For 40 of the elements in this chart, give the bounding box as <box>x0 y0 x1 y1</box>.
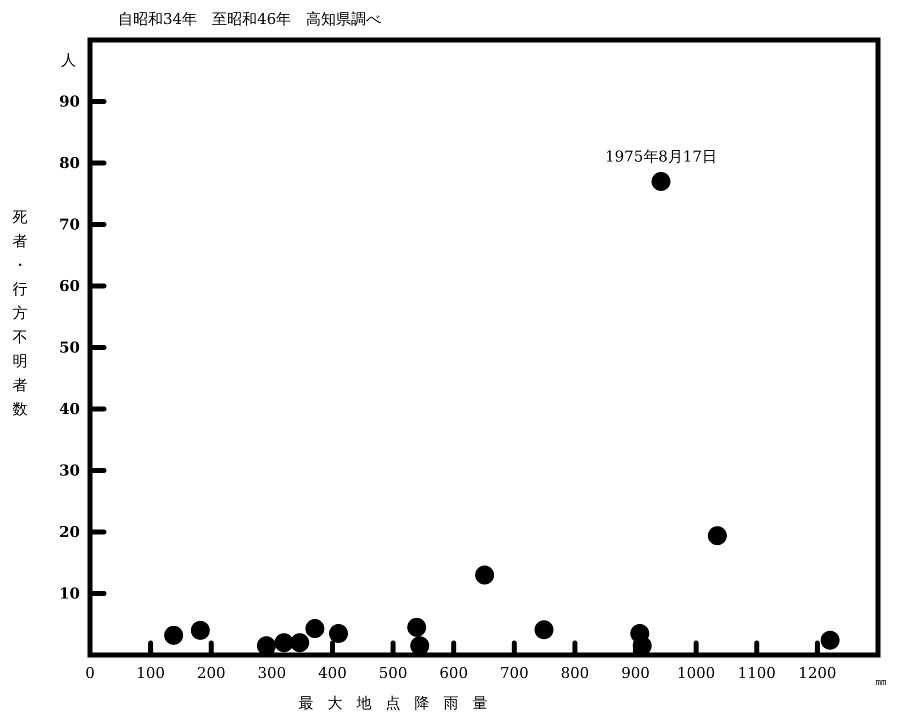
x-tick-label: 800 <box>560 664 590 682</box>
point <box>290 633 310 652</box>
point <box>534 620 554 640</box>
x-tick-label: 100 <box>136 664 165 682</box>
point <box>407 618 426 637</box>
text: 死者・行方不明者数 <box>12 208 28 418</box>
y-tick-label: 90 <box>59 92 80 110</box>
text: 人 <box>61 51 76 69</box>
x-tick-label: 1000 <box>677 664 716 682</box>
point <box>274 633 294 652</box>
y-tick-label: 40 <box>59 400 80 418</box>
x-axis-title: 最大地点降雨量 <box>298 694 502 712</box>
point <box>164 626 184 645</box>
point <box>820 630 840 650</box>
point <box>475 566 494 585</box>
point <box>651 172 670 191</box>
x-tick-label: 0 <box>85 664 95 682</box>
x-tick-label: 600 <box>439 664 468 682</box>
x-tick-label: 400 <box>318 664 347 682</box>
x-tick-label: 200 <box>196 664 226 682</box>
text: ㎜ <box>875 674 887 688</box>
y-tick-label: 70 <box>59 216 80 234</box>
y-tick-label: 20 <box>59 523 80 541</box>
y-tick-label: 10 <box>59 584 80 602</box>
x-tick-label: 500 <box>378 664 408 682</box>
annotation: 1975年8月17日 <box>605 147 717 166</box>
y-tick-label: 50 <box>59 338 80 356</box>
x-tick-label: 700 <box>500 664 529 682</box>
x-tick-label: 1100 <box>738 664 776 682</box>
y-tick-label: 60 <box>59 277 80 295</box>
point <box>708 526 727 546</box>
y-tick-label: 30 <box>59 462 80 480</box>
x-tick-label: 1200 <box>798 664 836 682</box>
x-tick-label: 300 <box>258 664 286 682</box>
x-tick-label: 900 <box>621 664 650 682</box>
point <box>190 620 210 640</box>
point <box>329 624 348 643</box>
chart-title: 自昭和34年 至昭和46年 高知県調べ <box>118 10 382 28</box>
point <box>305 619 324 638</box>
y-tick-label: 80 <box>59 154 80 172</box>
